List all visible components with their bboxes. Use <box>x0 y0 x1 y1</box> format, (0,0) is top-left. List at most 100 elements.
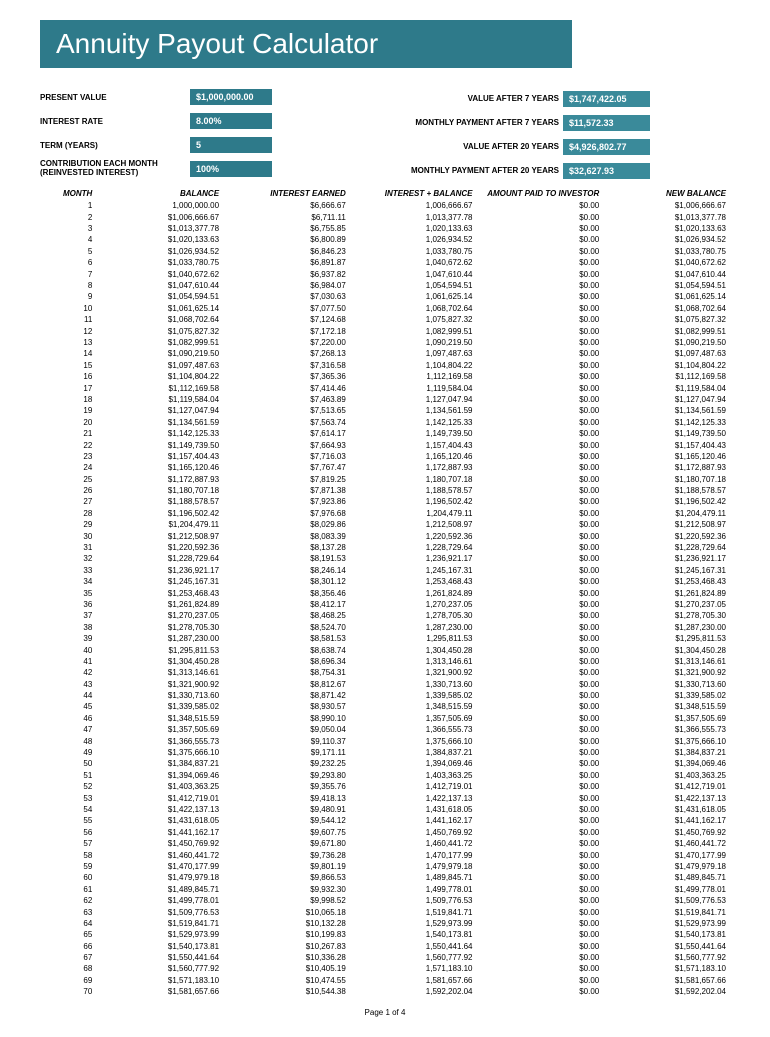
table-row: 27$1,188,578.57$7,923.861,196,502.42$0.0… <box>40 497 730 508</box>
table-cell: 55 <box>40 816 96 827</box>
table-row: 44$1,330,713.60$8,871.421,339,585.02$0.0… <box>40 691 730 702</box>
table-cell: $1,394,069.46 <box>96 770 223 781</box>
table-cell: $9,480.91 <box>223 805 350 816</box>
table-cell: $0.00 <box>477 372 604 383</box>
table-row: 57$1,450,769.92$9,671.801,460,441.72$0.0… <box>40 839 730 850</box>
table-cell: $1,278,705.30 <box>603 611 730 622</box>
table-cell: $7,664.93 <box>223 440 350 451</box>
table-cell: $9,110.37 <box>223 736 350 747</box>
table-cell: 57 <box>40 839 96 850</box>
table-cell: 1,479,979.18 <box>350 861 477 872</box>
table-cell: $0.00 <box>477 930 604 941</box>
table-cell: 1,330,713.60 <box>350 679 477 690</box>
table-cell: $1,097,487.63 <box>96 360 223 371</box>
table-cell: $1,212,508.97 <box>96 531 223 542</box>
table-cell: $1,422,137.13 <box>603 793 730 804</box>
table-cell: $7,414.46 <box>223 383 350 394</box>
table-row: 62$1,499,778.01$9,998.521,509,776.53$0.0… <box>40 896 730 907</box>
table-cell: $1,228,729.64 <box>96 554 223 565</box>
table-cell: 6 <box>40 258 96 269</box>
table-cell: 1,460,441.72 <box>350 839 477 850</box>
table-cell: $10,132.28 <box>223 918 350 929</box>
table-cell: $6,891.87 <box>223 258 350 269</box>
result-value: $11,572.33 <box>563 115 650 131</box>
table-cell: $0.00 <box>477 725 604 736</box>
table-row: 66$1,540,173.81$10,267.831,550,441.64$0.… <box>40 941 730 952</box>
table-row: 21$1,142,125.33$7,614.171,149,739.50$0.0… <box>40 429 730 440</box>
table-cell: $0.00 <box>477 964 604 975</box>
table-cell: $7,563.74 <box>223 417 350 428</box>
table-row: 3$1,013,377.78$6,755.851,020,133.63$0.00… <box>40 224 730 235</box>
table-row: 46$1,348,515.59$8,990.101,357,505.69$0.0… <box>40 713 730 724</box>
table-cell: $1,220,592.36 <box>603 531 730 542</box>
table-cell: $10,065.18 <box>223 907 350 918</box>
table-cell: $9,998.52 <box>223 896 350 907</box>
table-cell: 1,204,479.11 <box>350 508 477 519</box>
table-cell: $1,127,047.94 <box>603 394 730 405</box>
table-cell: $6,846.23 <box>223 246 350 257</box>
table-cell: 1,245,167.31 <box>350 565 477 576</box>
table-cell: $1,450,769.92 <box>96 839 223 850</box>
table-cell: 69 <box>40 975 96 986</box>
table-cell: 1,054,594.51 <box>350 281 477 292</box>
table-row: 63$1,509,776.53$10,065.181,519,841.71$0.… <box>40 907 730 918</box>
table-header-row: MONTH BALANCE INTEREST EARNED INTEREST +… <box>40 188 730 201</box>
table-cell: $1,040,672.62 <box>603 258 730 269</box>
table-row: 8$1,047,610.44$6,984.071,054,594.51$0.00… <box>40 281 730 292</box>
table-cell: $9,736.28 <box>223 850 350 861</box>
table-cell: 35 <box>40 588 96 599</box>
table-cell: $1,366,555.73 <box>96 736 223 747</box>
table-cell: 1,180,707.18 <box>350 474 477 485</box>
table-cell: $0.00 <box>477 736 604 747</box>
table-cell: $8,930.57 <box>223 702 350 713</box>
table-cell: $1,006,666.67 <box>96 212 223 223</box>
table-cell: $0.00 <box>477 508 604 519</box>
table-cell: $1,142,125.33 <box>96 429 223 440</box>
table-cell: 31 <box>40 543 96 554</box>
table-cell: 37 <box>40 611 96 622</box>
result-value-7: VALUE AFTER 7 YEARS $1,747,422.05 <box>409 90 650 108</box>
table-cell: 27 <box>40 497 96 508</box>
table-cell: 1,450,769.92 <box>350 827 477 838</box>
table-cell: $1,020,133.63 <box>603 224 730 235</box>
table-cell: $0.00 <box>477 850 604 861</box>
table-cell: 48 <box>40 736 96 747</box>
table-cell: 40 <box>40 645 96 656</box>
table-cell: 1,047,610.44 <box>350 269 477 280</box>
table-cell: $0.00 <box>477 873 604 884</box>
table-cell: 1,519,841.71 <box>350 907 477 918</box>
table-cell: 1,097,487.63 <box>350 349 477 360</box>
table-cell: $1,134,561.59 <box>603 406 730 417</box>
table-cell: 64 <box>40 918 96 929</box>
table-cell: 30 <box>40 531 96 542</box>
table-cell: 1,431,618.05 <box>350 805 477 816</box>
table-cell: 1,499,778.01 <box>350 884 477 895</box>
table-cell: 70 <box>40 987 96 998</box>
table-row: 60$1,479,979.18$9,866.531,489,845.71$0.0… <box>40 873 730 884</box>
table-cell: $0.00 <box>477 463 604 474</box>
table-cell: $1,261,824.89 <box>603 588 730 599</box>
table-cell: 9 <box>40 292 96 303</box>
table-cell: 1,540,173.81 <box>350 930 477 941</box>
table-cell: $1,330,713.60 <box>96 691 223 702</box>
table-cell: $0.00 <box>477 429 604 440</box>
table-cell: 1,581,657.66 <box>350 975 477 986</box>
table-cell: 1,119,584.04 <box>350 383 477 394</box>
table-cell: $1,196,502.42 <box>603 497 730 508</box>
table-cell: $6,711.11 <box>223 212 350 223</box>
table-cell: $1,489,845.71 <box>603 873 730 884</box>
table-cell: 1,550,441.64 <box>350 941 477 952</box>
table-cell: 1,278,705.30 <box>350 611 477 622</box>
table-cell: $0.00 <box>477 394 604 405</box>
table-cell: $1,061,625.14 <box>96 303 223 314</box>
table-cell: $1,431,618.05 <box>96 816 223 827</box>
table-cell: $1,571,183.10 <box>96 975 223 986</box>
table-cell: $0.00 <box>477 520 604 531</box>
table-cell: $1,149,739.50 <box>603 429 730 440</box>
table-cell: $9,932.30 <box>223 884 350 895</box>
table-row: 56$1,441,162.17$9,607.751,450,769.92$0.0… <box>40 827 730 838</box>
table-cell: $1,236,921.17 <box>96 565 223 576</box>
result-value: $4,926,802.77 <box>563 139 650 155</box>
table-cell: $8,137.28 <box>223 543 350 554</box>
table-cell: 50 <box>40 759 96 770</box>
